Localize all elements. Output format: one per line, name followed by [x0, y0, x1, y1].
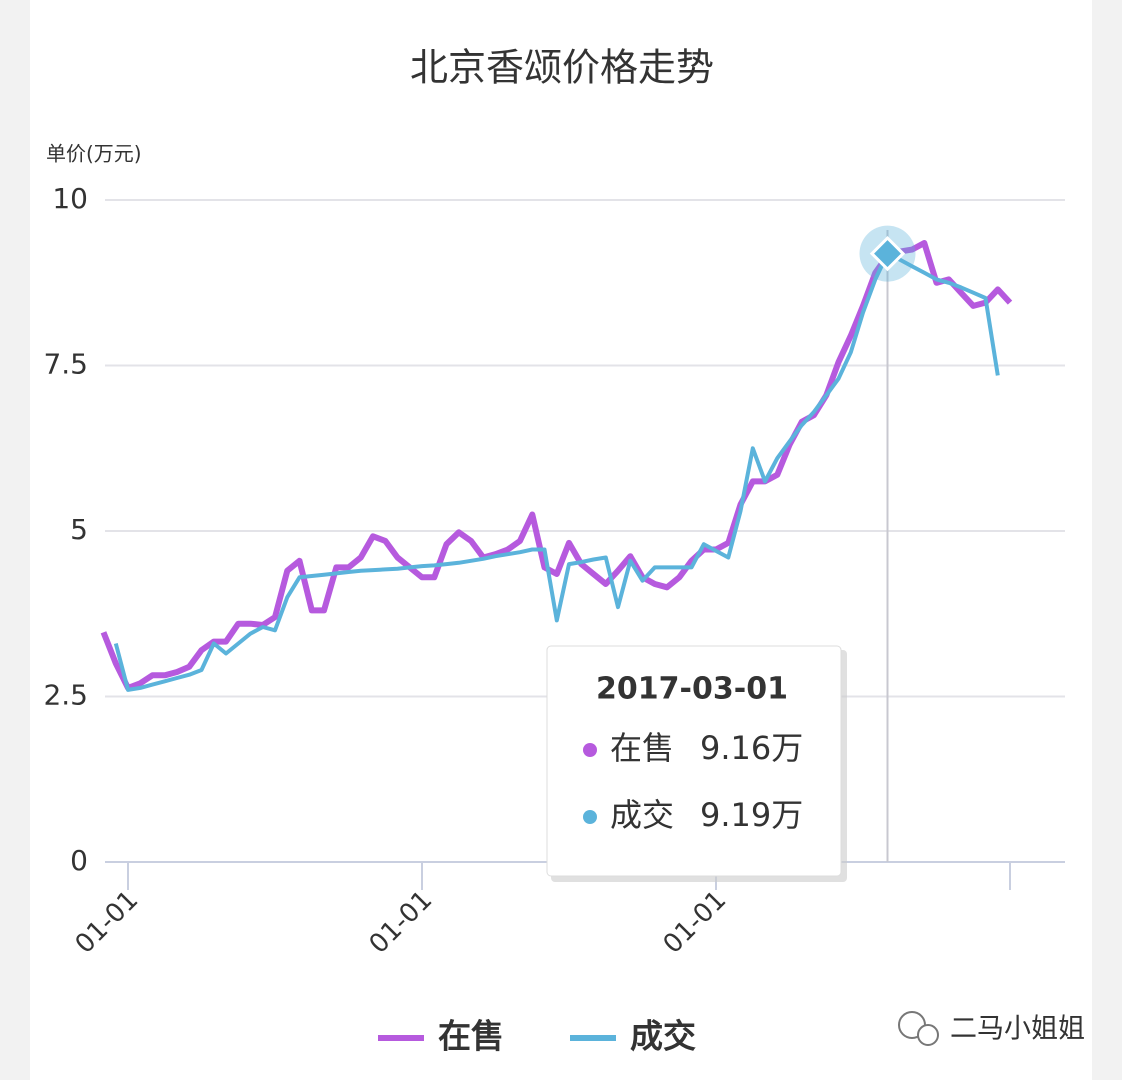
y-axis-label: 单价(万元)	[46, 142, 142, 166]
watermark-text: 二马小姐姐	[950, 1014, 1085, 1045]
tooltip-name: 成交	[610, 796, 674, 834]
y-tick-label: 2.5	[43, 679, 88, 712]
tooltip-box	[546, 645, 842, 877]
legend-label: 在售	[438, 1017, 504, 1056]
tooltip-title: 2017-03-01	[596, 672, 788, 707]
tooltip-value: 9.16万	[700, 729, 803, 767]
tooltip-value: 9.19万	[700, 796, 803, 834]
y-tick-label: 7.5	[43, 348, 88, 381]
legend-label: 成交	[630, 1017, 696, 1056]
series-line	[113, 251, 1000, 692]
y-tick-label: 0	[70, 844, 88, 877]
tooltip-name: 在售	[610, 729, 674, 767]
wechat-icon	[917, 1024, 939, 1046]
tooltip-dot	[583, 743, 597, 757]
y-tick-label: 10	[52, 182, 88, 215]
y-tick-label: 5	[70, 513, 88, 546]
tooltip-dot	[583, 810, 597, 824]
panel	[30, 0, 1092, 1080]
watermark: 二马小姐姐	[898, 1011, 1085, 1046]
highlight-point	[869, 235, 906, 272]
chart-title: 北京香颂价格走势	[410, 46, 714, 90]
series-line	[100, 240, 1013, 691]
